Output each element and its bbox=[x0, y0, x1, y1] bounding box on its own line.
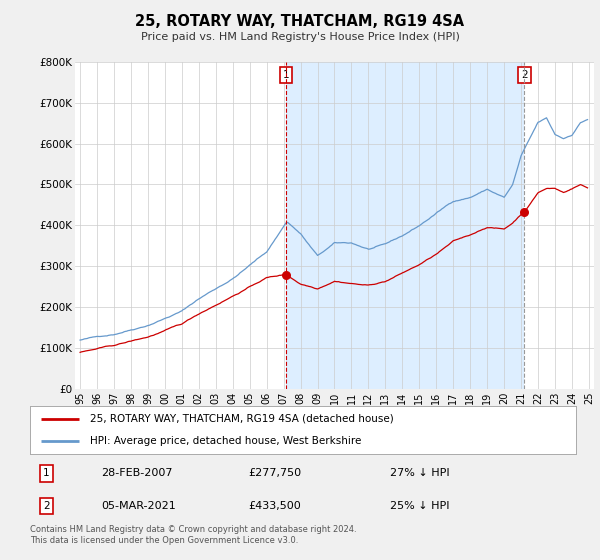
Text: £433,500: £433,500 bbox=[248, 501, 301, 511]
Text: 25% ↓ HPI: 25% ↓ HPI bbox=[391, 501, 450, 511]
Text: 25, ROTARY WAY, THATCHAM, RG19 4SA (detached house): 25, ROTARY WAY, THATCHAM, RG19 4SA (deta… bbox=[90, 414, 394, 424]
Text: 25, ROTARY WAY, THATCHAM, RG19 4SA: 25, ROTARY WAY, THATCHAM, RG19 4SA bbox=[136, 14, 464, 29]
Text: 1: 1 bbox=[43, 468, 50, 478]
Text: 1: 1 bbox=[283, 69, 289, 80]
Text: 2: 2 bbox=[521, 69, 528, 80]
Text: 2: 2 bbox=[43, 501, 50, 511]
Point bbox=[281, 271, 291, 280]
Text: HPI: Average price, detached house, West Berkshire: HPI: Average price, detached house, West… bbox=[90, 436, 361, 446]
Text: 05-MAR-2021: 05-MAR-2021 bbox=[101, 501, 176, 511]
Text: Price paid vs. HM Land Registry's House Price Index (HPI): Price paid vs. HM Land Registry's House … bbox=[140, 32, 460, 43]
Text: 28-FEB-2007: 28-FEB-2007 bbox=[101, 468, 172, 478]
Text: £277,750: £277,750 bbox=[248, 468, 302, 478]
Point bbox=[520, 207, 529, 216]
Text: 27% ↓ HPI: 27% ↓ HPI bbox=[391, 468, 450, 478]
Bar bbox=[286, 62, 524, 389]
Text: Contains HM Land Registry data © Crown copyright and database right 2024.
This d: Contains HM Land Registry data © Crown c… bbox=[30, 525, 356, 545]
